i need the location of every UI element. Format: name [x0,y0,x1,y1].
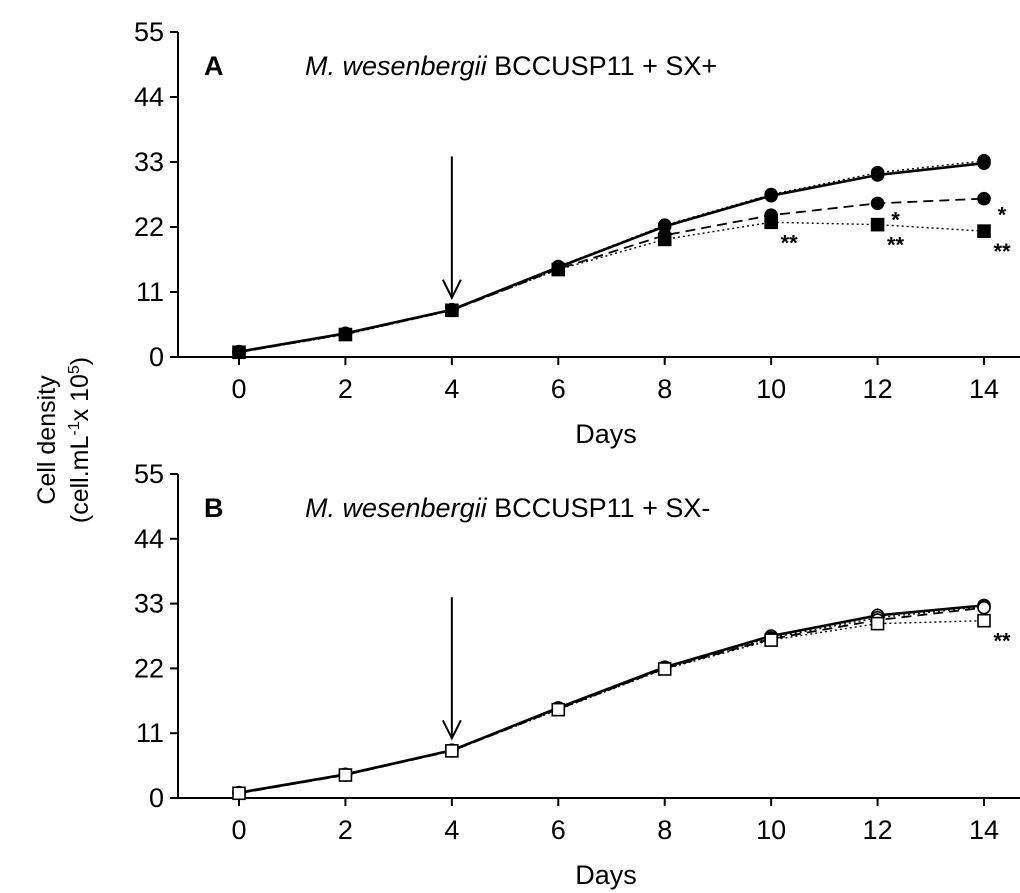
panel-a-title-species: M. wesenbergii [305,51,488,81]
panel-b-x-tick-label: 8 [657,815,672,845]
y-axis-title-line1: Cell density [33,375,61,505]
panel-a-point [657,232,672,247]
panel-b-y-tick-label: 55 [134,459,164,489]
panel-b-point [338,768,353,782]
panel-a-point [977,154,991,168]
panel-b-series-4-line [238,619,985,794]
panel-b-point [232,786,246,801]
panel-a-x-tick-label: 2 [338,374,353,404]
y-axis-title: Cell density (cell.mL-1x 105) [33,357,94,523]
panel-b-series-3-line [238,606,985,795]
panel-a-point [870,196,885,211]
panel-b-point [977,600,991,615]
panel-b-x-tick-label: 2 [338,815,353,845]
panel-a-y-tick-label: 22 [134,212,164,242]
panel-a-point [977,224,991,238]
panel-b-point [977,613,991,628]
panel-b-title-strain: BCCUSP11 + SX- [487,493,711,523]
panel-b-x-axis-title: Days [575,860,637,890]
y-axis-title-line2: (cell.mL-1x 105) [66,357,94,523]
panel-a-point [870,165,885,180]
panel-a-y-tick-label: 44 [134,82,164,112]
panel-b-x-tick-label: 6 [551,815,566,845]
panel-b-y-tick-label: 22 [134,653,164,683]
panel-a-x-tick-label: 12 [863,374,893,404]
panel-a-y-tick-label: 55 [134,17,164,47]
panel-a-significance-mark: * [891,207,900,232]
panel-b-letter: B [204,493,224,523]
panel-b-point [870,616,885,631]
panel-a-x-axis-title: Days [575,419,637,449]
panel-b-title: M. wesenbergii BCCUSP11 + SX- [305,493,710,523]
panel-a-series-3-line [238,197,985,354]
panel-b-arrow-head [441,719,462,741]
panel-a-point [977,191,991,206]
panel-b-x-tick-label: 0 [231,815,246,845]
panel-b-significance-mark: ** [993,629,1011,654]
panel-a-letter: A [204,51,224,81]
panel-a-chart: 0 11 22 33 44 55 0 2 4 6 8 10 12 14 Days A M. wesenbergi… [134,17,1020,449]
panel-a-point [445,303,459,318]
panel-a-significance-mark: ** [887,233,905,258]
panel-a-point [870,217,885,232]
panel-b-point [551,702,566,717]
panel-a-x-tick-label: 8 [657,374,672,404]
panel-b-x-tick-label: 14 [969,815,999,845]
panel-a-x-tick-label: 4 [444,374,459,404]
panel-a-title: M. wesenbergii BCCUSP11 + SX+ [305,51,717,81]
panel-b-chart: 0 11 22 33 44 55 0 2 4 6 8 10 12 14 Days B M. wesenbergi… [134,459,1020,890]
panel-b-y-tick-label: 11 [136,718,164,748]
panel-a-x-tick-label: 0 [231,374,246,404]
panel-b-title-species: M. wesenbergii [305,493,488,523]
panel-a-point [338,327,353,342]
panel-a-y-tick-label: 33 [134,147,164,177]
panel-a-point [764,215,778,230]
panel-a-y-tick-label: 11 [136,277,164,307]
panel-b-y-tick-label: 44 [134,524,164,554]
panel-a-x-tick-label: 10 [756,374,786,404]
panel-a-significance-mark: ** [993,239,1011,264]
panel-a-series-4 [232,215,991,360]
panel-b-point [657,662,672,676]
panel-b-y-tick-label: 0 [149,783,164,813]
panel-b-y-tick-label: 33 [134,589,164,619]
panel-a-y-tick-label: 0 [149,342,164,372]
panel-a-point [232,345,246,360]
panel-a-significance-mark: * [998,203,1007,228]
panel-a-series-4-line [238,221,985,353]
panel-a-x-tick-label: 14 [969,374,999,404]
panel-b-x-tick-label: 12 [863,815,893,845]
panel-a-series-2-line [238,160,985,353]
panel-b-series-1-line [238,604,985,794]
panel-a-series-1-line [238,161,985,353]
panel-b-point [445,744,459,758]
panel-b-x-tick-label: 4 [444,815,459,845]
panel-a-point [764,187,778,202]
panel-a-point [551,262,566,277]
panel-b-series-2-line [238,605,985,794]
panel-b-x-tick-label: 10 [756,815,786,845]
panel-a-arrow-head [441,279,462,300]
panel-a-title-strain: BCCUSP11 + SX+ [487,51,718,81]
panel-a-significance-mark: ** [781,230,799,255]
panel-b-point [764,633,778,647]
panel-b-series-4 [232,613,991,801]
panel-a-x-tick-label: 6 [551,374,566,404]
